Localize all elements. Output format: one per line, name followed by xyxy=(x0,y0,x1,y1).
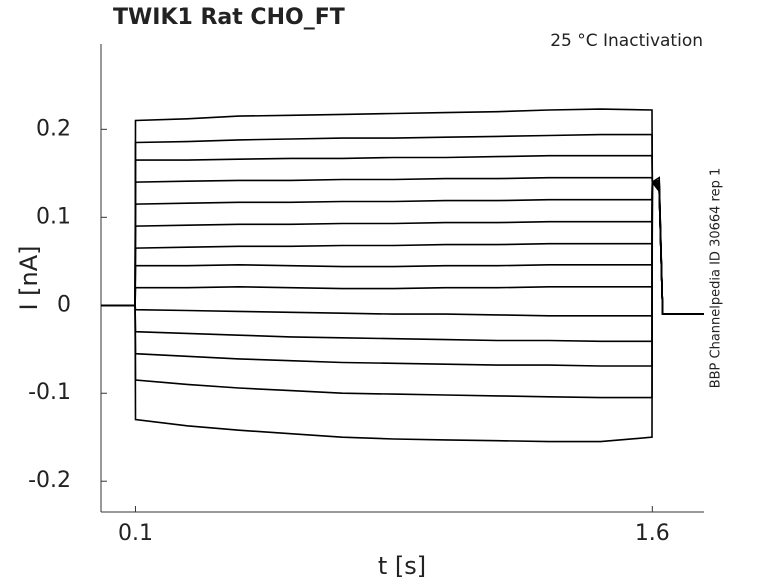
trace xyxy=(101,108,704,315)
x-tick-label: 0.1 xyxy=(118,521,153,546)
y-axis-label: I [nA] xyxy=(15,245,43,310)
y-tick-label: 0 xyxy=(57,292,71,317)
y-tick-label: 0.1 xyxy=(36,204,71,229)
y-tick-label: 0.2 xyxy=(36,116,71,141)
x-tick-label: 1.6 xyxy=(635,521,670,546)
trace xyxy=(101,179,704,317)
side-note: BBP Channelpedia ID 30664 rep 1 xyxy=(709,168,724,389)
y-tick-label: -0.1 xyxy=(28,380,71,405)
chart-title: TWIK1 Rat CHO_FT xyxy=(113,5,345,30)
trace xyxy=(101,179,704,443)
chart-subtitle: 25 °C Inactivation xyxy=(550,31,703,51)
trace xyxy=(101,180,704,315)
trace xyxy=(101,179,704,343)
y-tick-label: -0.2 xyxy=(28,468,71,493)
x-axis-label: t [s] xyxy=(378,552,426,580)
